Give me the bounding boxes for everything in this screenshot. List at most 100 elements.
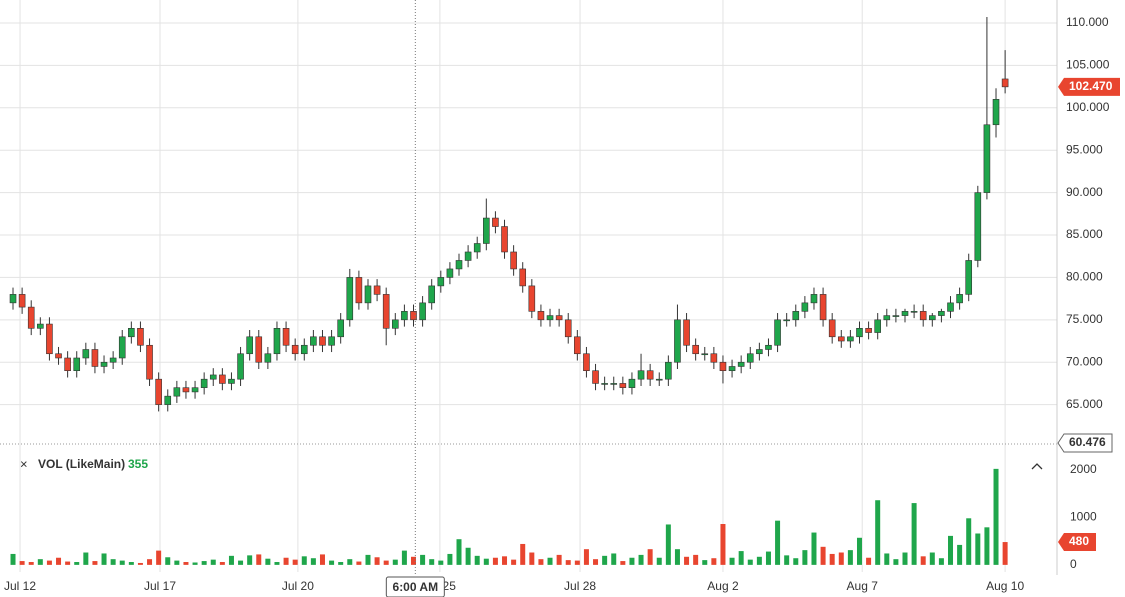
volume-bar: [820, 546, 826, 565]
volume-bar: [338, 562, 344, 565]
crosshair-time-label: 6:00 AM: [393, 580, 439, 594]
volume-bar: [611, 553, 617, 565]
volume-bar: [674, 549, 680, 565]
candle-body: [628, 378, 636, 388]
volume-bar: [165, 557, 171, 565]
candle-body: [173, 387, 181, 397]
volume-bar: [938, 558, 944, 565]
candle-body: [828, 319, 836, 338]
candle-body: [91, 349, 99, 367]
volume-bar: [92, 561, 98, 565]
candle-body: [464, 251, 472, 261]
volume-bar: [383, 560, 389, 565]
collapse-icon[interactable]: [1031, 463, 1043, 470]
volume-bar: [147, 559, 153, 565]
candle-body: [200, 378, 208, 388]
volume-bar: [811, 532, 817, 565]
volume-bar: [856, 537, 862, 565]
volume-bar: [74, 562, 80, 565]
volume-bar: [593, 559, 599, 565]
candle-body: [483, 217, 490, 244]
candle-body: [419, 302, 426, 321]
volume-bar: [747, 559, 753, 565]
volume-bar: [46, 560, 52, 565]
candle-body: [537, 311, 545, 321]
candle-body: [528, 285, 536, 312]
volume-bar: [329, 560, 335, 565]
volume-bar: [711, 558, 717, 565]
volume-bar: [438, 560, 444, 565]
candle-body: [18, 294, 26, 308]
volume-bar: [10, 553, 16, 565]
y-tick-label: 95.000: [1066, 142, 1103, 156]
volume-bar: [884, 553, 890, 565]
candle-body: [27, 306, 35, 329]
labels-layer: 65.000 70.000 75.000 80.000 85.000 90.000 95.0…: [4, 15, 1110, 593]
volume-bar: [529, 552, 535, 565]
candle-body: [164, 395, 172, 405]
candle-body: [929, 315, 936, 321]
candle-body: [401, 311, 408, 321]
candle-body: [118, 336, 126, 359]
candle-body: [965, 260, 973, 295]
candle-body: [983, 124, 991, 193]
candle-body: [510, 251, 517, 270]
candle-body: [319, 336, 326, 346]
volume-bar: [756, 556, 762, 565]
last-volume-label: 480: [1069, 534, 1089, 548]
candle-body: [410, 311, 417, 321]
close-icon[interactable]: ×: [20, 456, 28, 471]
candle-body: [328, 336, 335, 346]
candle-body: [155, 378, 162, 405]
candle-body: [655, 378, 663, 381]
x-tick-label: Aug 2: [707, 579, 739, 593]
candle-body: [264, 353, 272, 363]
last-volume-tag: [1058, 533, 1096, 552]
candle-body: [182, 387, 190, 393]
candle-body: [37, 323, 44, 329]
volume-bar: [520, 543, 526, 565]
volume-bar: [301, 556, 307, 565]
volume-bar: [274, 562, 280, 565]
y-tick-label: 100.000: [1066, 100, 1110, 114]
volume-bar: [228, 555, 234, 565]
candle-body: [801, 302, 809, 312]
candle-body: [737, 361, 745, 367]
volume-value: 355: [128, 457, 148, 471]
candle-body: [255, 336, 263, 363]
volume-bar: [119, 560, 125, 565]
candle-body: [819, 294, 827, 321]
volume-bar: [28, 562, 34, 565]
candle-body: [783, 319, 790, 322]
volume-bar: [492, 557, 498, 565]
volume-bar: [183, 562, 189, 565]
candle-body: [219, 374, 226, 384]
volume-bar: [156, 550, 162, 565]
volume-bar: [283, 557, 289, 565]
candle-body: [228, 378, 235, 384]
candle-body: [865, 328, 872, 333]
volume-bar: [137, 562, 143, 565]
candle-body: [883, 315, 891, 321]
candle-body: [874, 319, 881, 333]
candle-body: [273, 328, 281, 355]
candle-body: [847, 336, 854, 342]
volume-bar: [356, 561, 362, 565]
candle-body: [710, 353, 718, 363]
candle-body: [501, 226, 508, 253]
candle-body: [919, 311, 927, 321]
volume-bar: [538, 559, 544, 565]
candle-body: [774, 319, 781, 346]
volume-bar: [984, 527, 990, 565]
candle-body: [610, 383, 618, 385]
volume-bar: [474, 555, 480, 565]
volume-bar: [1002, 542, 1008, 565]
candle-body: [428, 285, 436, 304]
volume-bar: [37, 559, 43, 565]
candle-body: [674, 319, 681, 363]
marks-layer: [9, 17, 1009, 565]
x-tick-label: Jul 20: [282, 579, 314, 593]
volume-bar: [101, 553, 107, 565]
candle-body: [646, 370, 654, 380]
last-price-tag: [1058, 77, 1120, 96]
